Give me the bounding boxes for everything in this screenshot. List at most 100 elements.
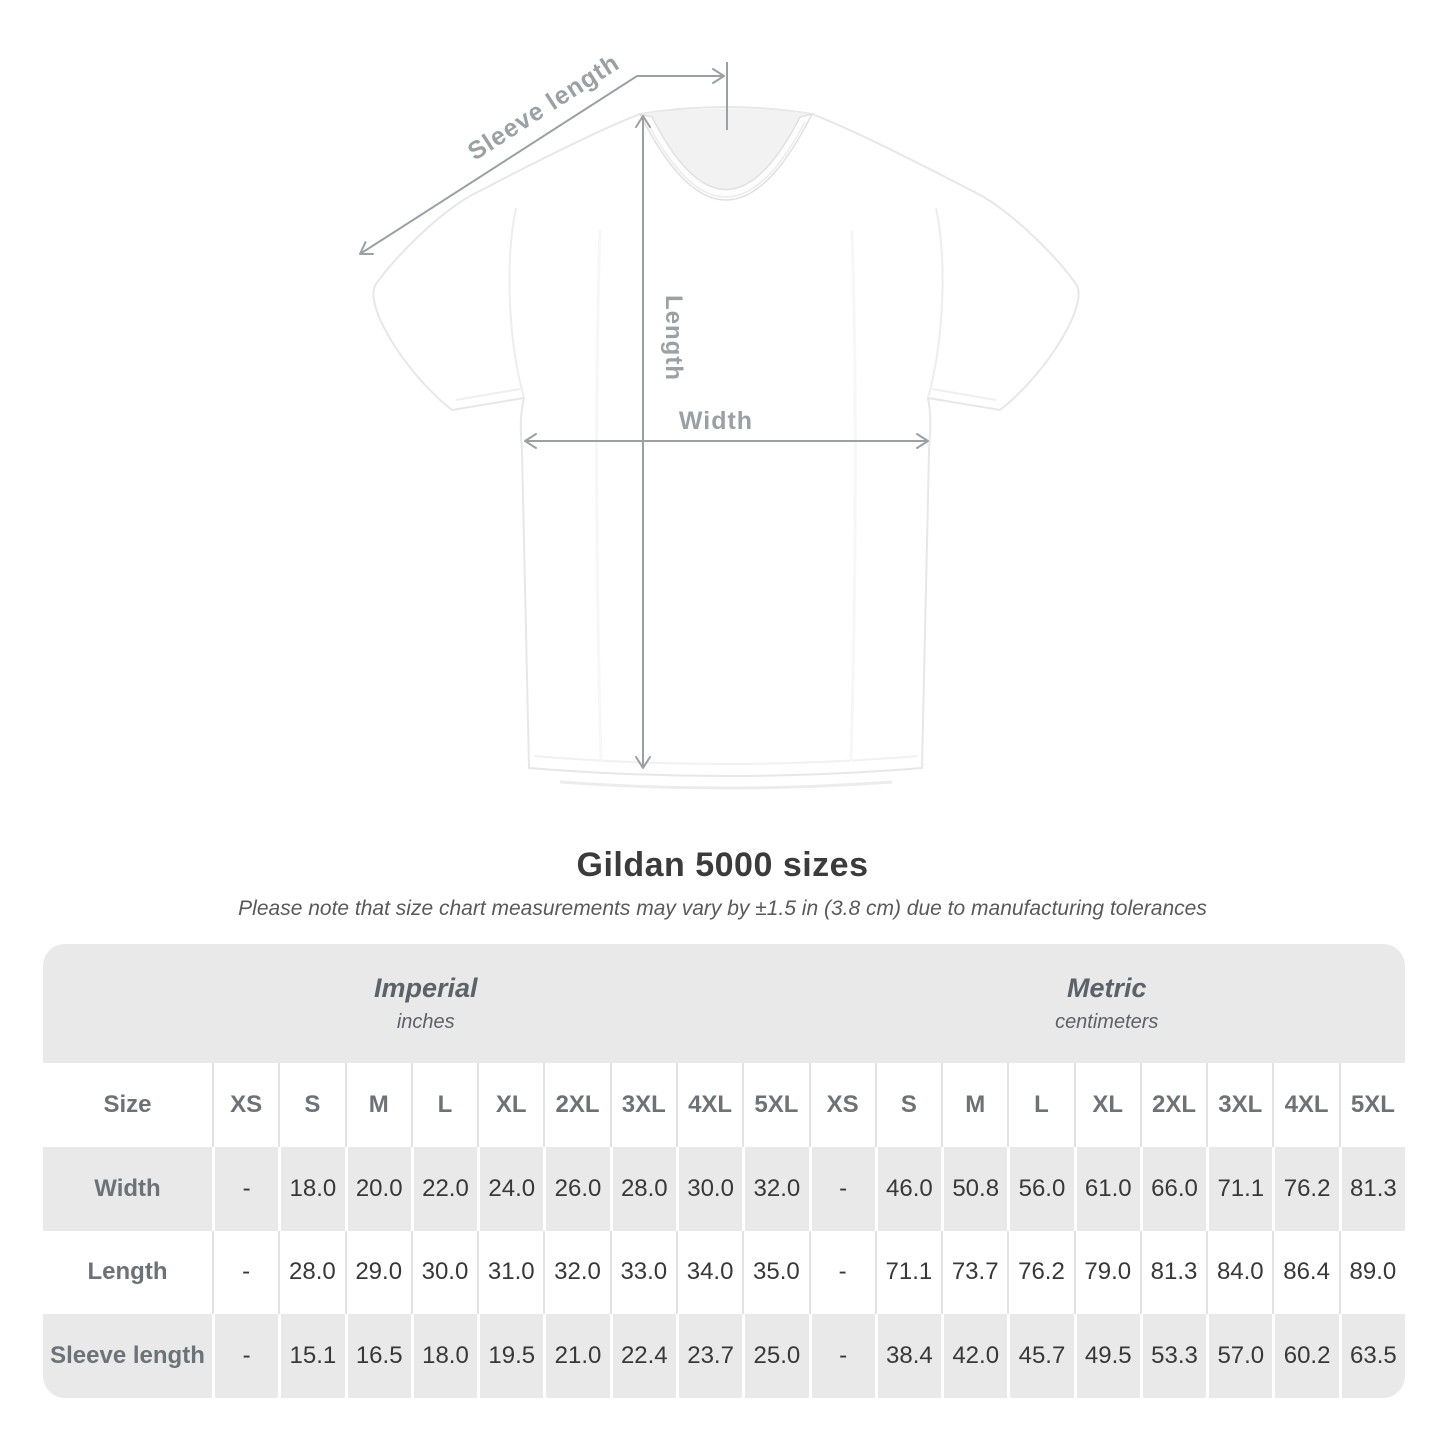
measurement-value-cell: 42.0 — [941, 1314, 1008, 1398]
size-col-header: XS — [212, 1063, 278, 1147]
measurement-value-cell: 23.7 — [675, 1314, 743, 1398]
measurement-value-cell: 21.0 — [543, 1314, 610, 1398]
row-label: Length — [43, 1230, 212, 1315]
size-col-header: 3XL — [609, 1063, 676, 1147]
width-arrow-right-icon — [916, 433, 929, 449]
measurement-value-cell: 63.5 — [1338, 1314, 1405, 1398]
fabric-crease-right — [849, 229, 857, 763]
measurement-value-cell: 22.4 — [609, 1314, 676, 1398]
length-arrow-up-icon — [635, 115, 651, 128]
unit-header-band: Imperial inches Metric centimeters — [43, 944, 1405, 1063]
width-arrow-left-icon — [524, 433, 537, 449]
measurement-value-cell: 29.0 — [344, 1230, 411, 1315]
measurement-value-cell: 81.3 — [1139, 1230, 1207, 1315]
page-title: Gildan 5000 sizes — [576, 846, 869, 884]
measurement-value-cell: 26.0 — [543, 1146, 610, 1231]
measurement-value-cell: 33.0 — [609, 1230, 676, 1315]
width-label: Width — [679, 407, 753, 435]
measurement-value-cell: 56.0 — [1007, 1146, 1074, 1231]
measurement-value-cell: 86.4 — [1272, 1230, 1339, 1315]
tshirt-collar — [638, 112, 814, 201]
measurement-value-cell: 73.7 — [941, 1230, 1008, 1315]
size-col-header: 2XL — [543, 1063, 609, 1147]
measurement-value-cell: 22.0 — [410, 1146, 478, 1231]
measurement-value-cell: 31.0 — [477, 1230, 544, 1315]
measurement-value-cell: 57.0 — [1206, 1314, 1273, 1398]
size-col-header: 4XL — [675, 1063, 742, 1147]
measurement-value-cell: 30.0 — [675, 1146, 743, 1231]
fabric-crease-left — [595, 229, 603, 763]
size-col-header: XL — [1073, 1063, 1140, 1147]
measurement-value-cell: 24.0 — [477, 1146, 544, 1231]
sleeve-arrow-diagonal-icon — [359, 241, 375, 255]
measurement-value-cell: 60.2 — [1272, 1314, 1339, 1398]
metric-header: Metric centimeters — [809, 944, 1406, 1063]
right-cuff-stitch — [931, 388, 997, 401]
measurement-value-cell: 84.0 — [1206, 1230, 1273, 1315]
size-header-label: Size — [103, 1090, 152, 1118]
measurement-value-cell: 76.2 — [1007, 1230, 1074, 1315]
table-row-sleeve-length: Sleeve length - 15.1 16.5 18.0 19.5 21.0… — [43, 1314, 1405, 1398]
size-col-header: M — [344, 1063, 411, 1147]
size-col-header: XL — [477, 1063, 543, 1147]
collar-stitch-seam — [646, 121, 806, 198]
size-header-row: Size XS S M L XL 2XL 3XL 4XL 5XL XS S M … — [43, 1063, 1405, 1147]
measurement-value-cell: 34.0 — [675, 1230, 743, 1315]
tshirt-measurement-diagram: Sleeve length Length Width — [359, 48, 1080, 790]
metric-unit: centimeters — [1055, 1011, 1159, 1033]
row-label: Width — [43, 1146, 212, 1231]
measurement-value-cell: 76.2 — [1272, 1146, 1339, 1231]
size-col-header: XS — [808, 1063, 875, 1147]
table-row-length: Length - 28.0 29.0 30.0 31.0 32.0 33.0 3… — [43, 1230, 1405, 1315]
size-col-header: 5XL — [742, 1063, 808, 1147]
measurement-value-cell: 30.0 — [410, 1230, 478, 1315]
measurement-value-cell: 49.5 — [1073, 1314, 1140, 1398]
tshirt-svg: Sleeve length Length Width — [359, 48, 1080, 790]
measurement-value-cell: 53.3 — [1139, 1314, 1207, 1398]
sleeve-arrow-right-icon — [712, 68, 725, 84]
measurement-value-cell: - — [808, 1314, 875, 1398]
measurement-value-cell: 71.1 — [1206, 1146, 1273, 1231]
metric-title: Metric — [1066, 973, 1147, 1003]
measurement-value-cell: 50.8 — [941, 1146, 1008, 1231]
size-col-header: S — [874, 1063, 941, 1147]
measurement-value-cell: 15.1 — [278, 1314, 345, 1398]
measurement-value-cell: 71.1 — [874, 1230, 942, 1315]
sleeve-measure-diagonal-line — [359, 75, 638, 255]
size-col-header: M — [941, 1063, 1007, 1147]
size-col-header: S — [278, 1063, 344, 1147]
size-col-header: 3XL — [1206, 1063, 1272, 1147]
size-col-header: 4XL — [1272, 1063, 1338, 1147]
measurement-value-cell: 18.0 — [278, 1146, 345, 1231]
measurement-value-cell: - — [212, 1146, 279, 1231]
measurement-value-cell: 32.0 — [742, 1146, 809, 1231]
size-chart-table: Imperial inches Metric centimeters Size … — [43, 944, 1405, 1398]
imperial-title: Imperial — [373, 973, 478, 1003]
measurement-value-cell: 89.0 — [1338, 1230, 1405, 1315]
measurement-value-cell: - — [212, 1314, 279, 1398]
measurement-value-cell: 25.0 — [742, 1314, 809, 1398]
size-col-header: 5XL — [1338, 1063, 1405, 1147]
left-cuff-stitch — [455, 388, 521, 401]
measurement-value-cell: 35.0 — [742, 1230, 809, 1315]
measurement-value-cell: 45.7 — [1007, 1314, 1074, 1398]
measurement-value-cell: - — [808, 1146, 875, 1231]
left-armhole-seam — [508, 207, 525, 399]
measurement-value-cell: 18.0 — [410, 1314, 478, 1398]
measurement-value-cell: - — [808, 1230, 875, 1315]
size-col-header: L — [410, 1063, 477, 1147]
measurement-value-cell: 20.0 — [344, 1146, 411, 1231]
measurement-value-cell: 16.5 — [344, 1314, 411, 1398]
measurement-value-cell: 79.0 — [1073, 1230, 1140, 1315]
tolerance-note: Please note that size chart measurements… — [238, 897, 1207, 920]
size-col-header: L — [1007, 1063, 1073, 1147]
measurement-value-cell: 61.0 — [1073, 1146, 1140, 1231]
right-armhole-seam — [927, 207, 944, 399]
imperial-header: Imperial inches — [43, 944, 809, 1063]
hem-stitch — [533, 755, 919, 765]
measurement-value-cell: 38.4 — [874, 1314, 942, 1398]
measurement-value-cell: 28.0 — [278, 1230, 345, 1315]
measurement-value-cell: - — [212, 1230, 279, 1315]
measurement-value-cell: 32.0 — [543, 1230, 610, 1315]
measurement-value-cell: 19.5 — [477, 1314, 544, 1398]
